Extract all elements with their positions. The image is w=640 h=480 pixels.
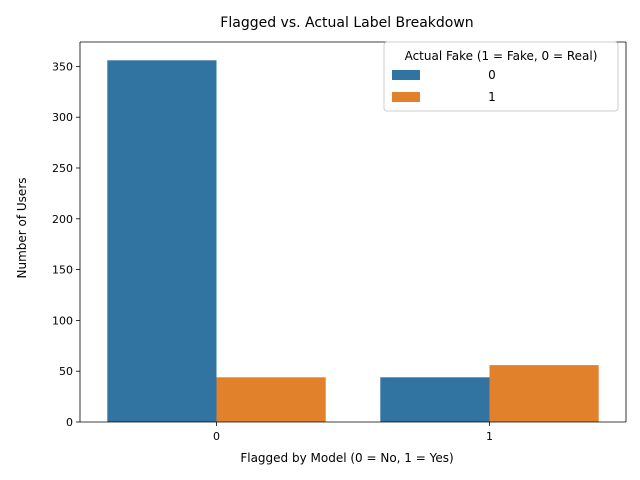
axes-layer: 0 50 100 150 200 250 300 350 0 1 <box>52 41 627 443</box>
y-tick-label: 250 <box>52 162 73 175</box>
legend-label-0: 0 <box>488 68 496 82</box>
bar-cat1-series0 <box>380 377 490 422</box>
bar-cat0-series1 <box>216 377 326 422</box>
y-tick-label: 200 <box>52 213 73 226</box>
x-tick-label: 1 <box>486 430 493 443</box>
y-tick-label: 50 <box>59 365 73 378</box>
y-tick-label: 350 <box>52 60 73 73</box>
chart-title: Flagged vs. Actual Label Breakdown <box>220 15 473 31</box>
x-axis-label: Flagged by Model (0 = No, 1 = Yes) <box>240 451 453 465</box>
y-tick-label: 300 <box>52 111 73 124</box>
legend-frame <box>383 41 619 112</box>
y-axis-label: Number of Users <box>15 177 29 278</box>
x-tick-label: 0 <box>213 430 220 443</box>
legend-swatch-1 <box>392 92 420 102</box>
bar-cat1-series1 <box>489 365 599 422</box>
bar-cat0-series0 <box>107 60 217 422</box>
legend-title: Actual Fake (1 = Fake, 0 = Real) <box>405 49 598 63</box>
bars-layer <box>107 60 599 422</box>
legend-swatch-0 <box>392 70 420 80</box>
legend-label-1: 1 <box>488 90 496 104</box>
y-tick-label: 150 <box>52 264 73 277</box>
legend: Actual Fake (1 = Fake, 0 = Real) 0 1 <box>383 41 619 112</box>
y-tick-label: 0 <box>66 416 73 429</box>
y-tick-label: 100 <box>52 314 73 327</box>
